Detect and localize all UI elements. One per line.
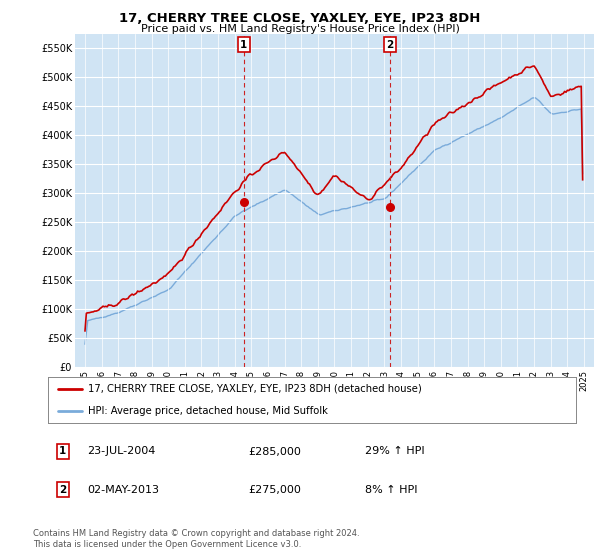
Text: £285,000: £285,000 — [248, 446, 302, 456]
Text: HPI: Average price, detached house, Mid Suffolk: HPI: Average price, detached house, Mid … — [88, 406, 328, 416]
Text: £275,000: £275,000 — [248, 484, 302, 494]
Text: 2: 2 — [386, 40, 394, 50]
Text: 29% ↑ HPI: 29% ↑ HPI — [365, 446, 424, 456]
Text: 23-JUL-2004: 23-JUL-2004 — [88, 446, 156, 456]
Text: 17, CHERRY TREE CLOSE, YAXLEY, EYE, IP23 8DH (detached house): 17, CHERRY TREE CLOSE, YAXLEY, EYE, IP23… — [88, 384, 421, 394]
Text: Price paid vs. HM Land Registry's House Price Index (HPI): Price paid vs. HM Land Registry's House … — [140, 24, 460, 34]
Text: Contains HM Land Registry data © Crown copyright and database right 2024.: Contains HM Land Registry data © Crown c… — [33, 529, 359, 538]
Text: 1: 1 — [240, 40, 247, 50]
Text: 8% ↑ HPI: 8% ↑ HPI — [365, 484, 418, 494]
Text: 1: 1 — [59, 446, 67, 456]
Text: 17, CHERRY TREE CLOSE, YAXLEY, EYE, IP23 8DH: 17, CHERRY TREE CLOSE, YAXLEY, EYE, IP23… — [119, 12, 481, 25]
Text: This data is licensed under the Open Government Licence v3.0.: This data is licensed under the Open Gov… — [33, 540, 301, 549]
Text: 2: 2 — [59, 484, 67, 494]
Text: 02-MAY-2013: 02-MAY-2013 — [88, 484, 160, 494]
